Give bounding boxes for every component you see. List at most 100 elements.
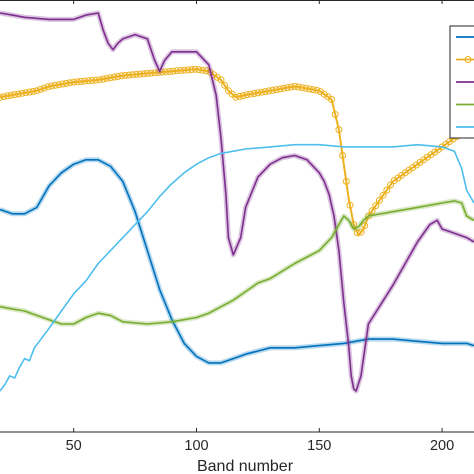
series-2-marker bbox=[18, 89, 26, 97]
series-2-marker bbox=[29, 87, 37, 95]
series-2-marker bbox=[236, 92, 243, 100]
series-2-marker bbox=[202, 67, 210, 75]
series-2-marker bbox=[232, 93, 240, 101]
series-2-marker bbox=[291, 82, 299, 90]
series-2-marker bbox=[77, 77, 85, 85]
axes-layer: 50 100 150 200 bbox=[0, 0, 474, 454]
series-2-marker bbox=[379, 191, 387, 199]
series-2-marker bbox=[261, 88, 269, 96]
x-axis-label: Band number bbox=[197, 458, 294, 474]
series-2-marker bbox=[0, 93, 8, 101]
series-2-marker bbox=[70, 78, 78, 86]
series-2-marker bbox=[22, 89, 30, 97]
series-2-marker bbox=[14, 90, 22, 98]
series-2-marker bbox=[73, 78, 81, 86]
series-2-marker bbox=[121, 71, 129, 79]
series-2-marker bbox=[287, 83, 295, 91]
series-2-marker bbox=[368, 207, 376, 215]
series-2-marker bbox=[346, 201, 354, 209]
series-2-marker bbox=[294, 83, 302, 91]
series-2-marker bbox=[302, 84, 310, 92]
series-2-marker bbox=[258, 88, 266, 96]
series-5 bbox=[0, 143, 474, 392]
series-2-marker bbox=[136, 70, 144, 78]
series-4 bbox=[0, 198, 474, 327]
series-2-marker bbox=[372, 202, 380, 210]
series-2-marker bbox=[33, 87, 41, 95]
series-2-marker bbox=[335, 126, 343, 134]
series-2-marker bbox=[313, 86, 321, 94]
series-2-marker bbox=[114, 73, 122, 80]
series-3 bbox=[0, 10, 474, 394]
series-2-marker bbox=[103, 74, 111, 82]
series-2-marker bbox=[280, 84, 288, 92]
series-1 bbox=[0, 157, 474, 366]
series-2-marker bbox=[166, 68, 173, 75]
series-2-marker bbox=[51, 81, 59, 89]
series-2-marker bbox=[59, 80, 67, 88]
series-2-marker bbox=[132, 70, 140, 78]
series-2-marker bbox=[361, 222, 369, 230]
series-3-line bbox=[0, 12, 474, 392]
series-2-marker bbox=[272, 86, 280, 94]
series-2-marker bbox=[62, 79, 70, 87]
series-2-marker bbox=[99, 75, 107, 83]
series-2-marker bbox=[81, 77, 89, 85]
series-2-marker bbox=[283, 84, 291, 92]
series-2-marker bbox=[383, 186, 391, 194]
series-2-marker bbox=[195, 66, 203, 74]
legend bbox=[449, 25, 474, 139]
series-2-marker bbox=[331, 111, 339, 118]
series-2-marker bbox=[129, 71, 137, 79]
series-2-marker bbox=[180, 66, 188, 74]
series-2-marker bbox=[184, 66, 192, 74]
legend-marker-2 bbox=[464, 56, 472, 63]
series-2-marker bbox=[199, 66, 207, 74]
series-2-marker bbox=[243, 91, 251, 99]
series-2-marker bbox=[298, 84, 306, 92]
series-2-marker bbox=[7, 91, 15, 99]
series-4-line bbox=[0, 200, 474, 325]
series-2-marker bbox=[3, 92, 11, 100]
series-2-marker bbox=[88, 77, 96, 84]
series-2-marker bbox=[265, 87, 273, 95]
series-2-marker bbox=[269, 86, 277, 94]
series-2-marker bbox=[118, 72, 126, 80]
series-2-marker bbox=[250, 90, 258, 97]
series-2-marker bbox=[353, 229, 361, 237]
series-2-marker bbox=[125, 71, 133, 79]
series-2-marker bbox=[221, 81, 229, 89]
series-5-line bbox=[0, 143, 474, 392]
series-2-marker bbox=[140, 70, 148, 78]
series-2-marker bbox=[342, 177, 350, 185]
series-1-line bbox=[0, 159, 474, 364]
series-2-marker bbox=[375, 196, 383, 204]
series-2-marker bbox=[0, 93, 4, 101]
series-2-marker bbox=[276, 85, 284, 93]
series-2-marker bbox=[169, 67, 177, 75]
series-2-marker bbox=[239, 92, 247, 100]
series-2-marker bbox=[158, 68, 166, 76]
series-2-marker bbox=[11, 91, 19, 99]
x-tick-label: 200 bbox=[430, 438, 454, 454]
series-2-marker bbox=[110, 73, 118, 81]
series-2-marker bbox=[177, 67, 184, 74]
series-2-marker bbox=[387, 181, 394, 189]
series-2-marker bbox=[40, 84, 48, 92]
series-2-marker bbox=[247, 90, 254, 98]
series-2-marker bbox=[66, 79, 74, 87]
series-2-marker bbox=[188, 66, 196, 74]
series-2-marker bbox=[48, 82, 56, 90]
series-2-marker bbox=[357, 228, 365, 236]
series-2-marker bbox=[339, 152, 347, 159]
series-2-marker bbox=[143, 69, 151, 77]
series-2-marker bbox=[84, 77, 92, 85]
series-2-marker bbox=[96, 76, 103, 84]
series-2-marker bbox=[173, 67, 181, 75]
series-2-marker bbox=[306, 85, 313, 93]
series-2-marker bbox=[55, 81, 63, 89]
series-2-marker bbox=[147, 69, 155, 77]
series-2-marker bbox=[92, 76, 100, 84]
series-2-marker bbox=[309, 86, 317, 94]
